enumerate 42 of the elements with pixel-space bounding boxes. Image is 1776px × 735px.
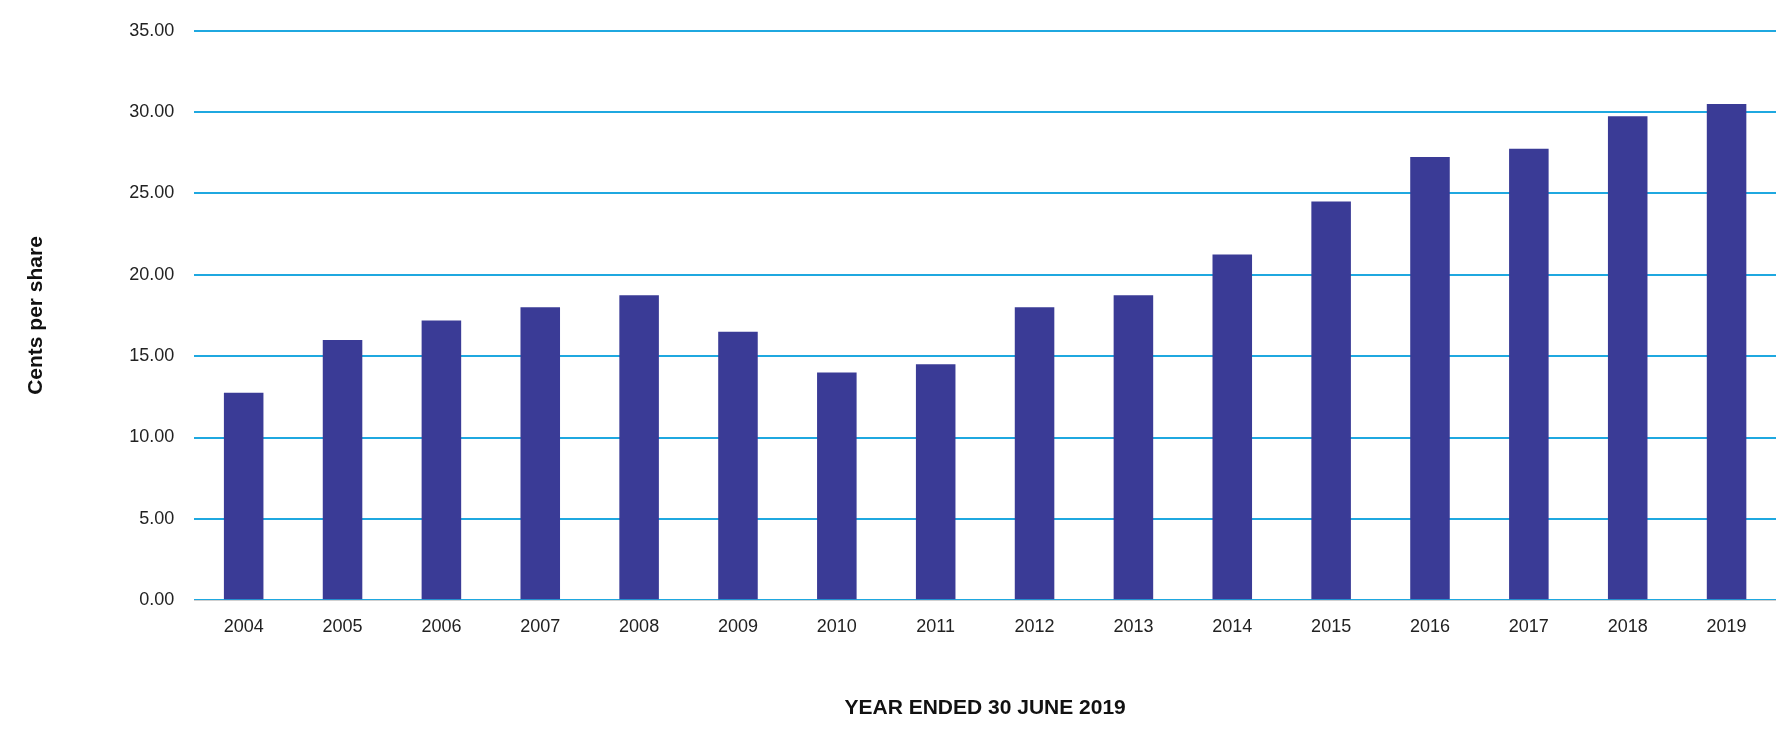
x-tick-label: 2015: [1311, 615, 1352, 636]
y-tick-label: 25.00: [129, 182, 175, 203]
x-tick-label: 2010: [816, 615, 857, 636]
bar: [817, 372, 857, 600]
x-tick-label: 2006: [421, 615, 462, 636]
bar: [421, 320, 462, 600]
x-tick-label: 2007: [520, 615, 561, 636]
bar: [1706, 104, 1747, 600]
bar: [1410, 156, 1450, 600]
x-tick-label: 2017: [1508, 615, 1549, 636]
x-tick-label: 2009: [717, 615, 758, 636]
bar: [1212, 254, 1253, 600]
bar: [1607, 116, 1648, 600]
y-tick-label: 10.00: [129, 426, 175, 447]
y-axis-title: Cents per share: [23, 236, 47, 395]
x-tick-label: 2008: [619, 615, 660, 636]
x-tick-label: 2011: [916, 615, 956, 636]
x-axis-title: YEAR ENDED 30 JUNE 2019: [844, 695, 1126, 719]
bar: [223, 392, 264, 600]
x-tick-label: 2005: [322, 615, 363, 636]
bar: [718, 331, 758, 600]
y-tick-label: 0.00: [139, 589, 175, 610]
y-tick-label: 20.00: [129, 263, 175, 284]
x-tick-label: 2013: [1113, 615, 1154, 636]
x-tick-label: 2014: [1212, 615, 1253, 636]
x-tick-label: 2016: [1409, 615, 1451, 636]
bar: [1311, 201, 1351, 600]
x-tick-label: 2019: [1706, 615, 1747, 636]
y-tick-label: 5.00: [139, 507, 175, 528]
bar: [1509, 148, 1549, 600]
bar: [1113, 295, 1154, 600]
x-tick-label: 2004: [223, 615, 264, 636]
y-tick-label: 30.00: [129, 101, 175, 122]
bar: [322, 339, 363, 600]
y-tick-label: 35.00: [129, 19, 175, 40]
bar: [1014, 307, 1055, 600]
bar: [520, 307, 561, 600]
bar: [915, 364, 956, 600]
x-tick-label: 2018: [1607, 615, 1648, 636]
bar: [619, 295, 659, 600]
x-tick-label: 2012: [1014, 615, 1055, 636]
y-tick-label: 15.00: [129, 345, 175, 366]
